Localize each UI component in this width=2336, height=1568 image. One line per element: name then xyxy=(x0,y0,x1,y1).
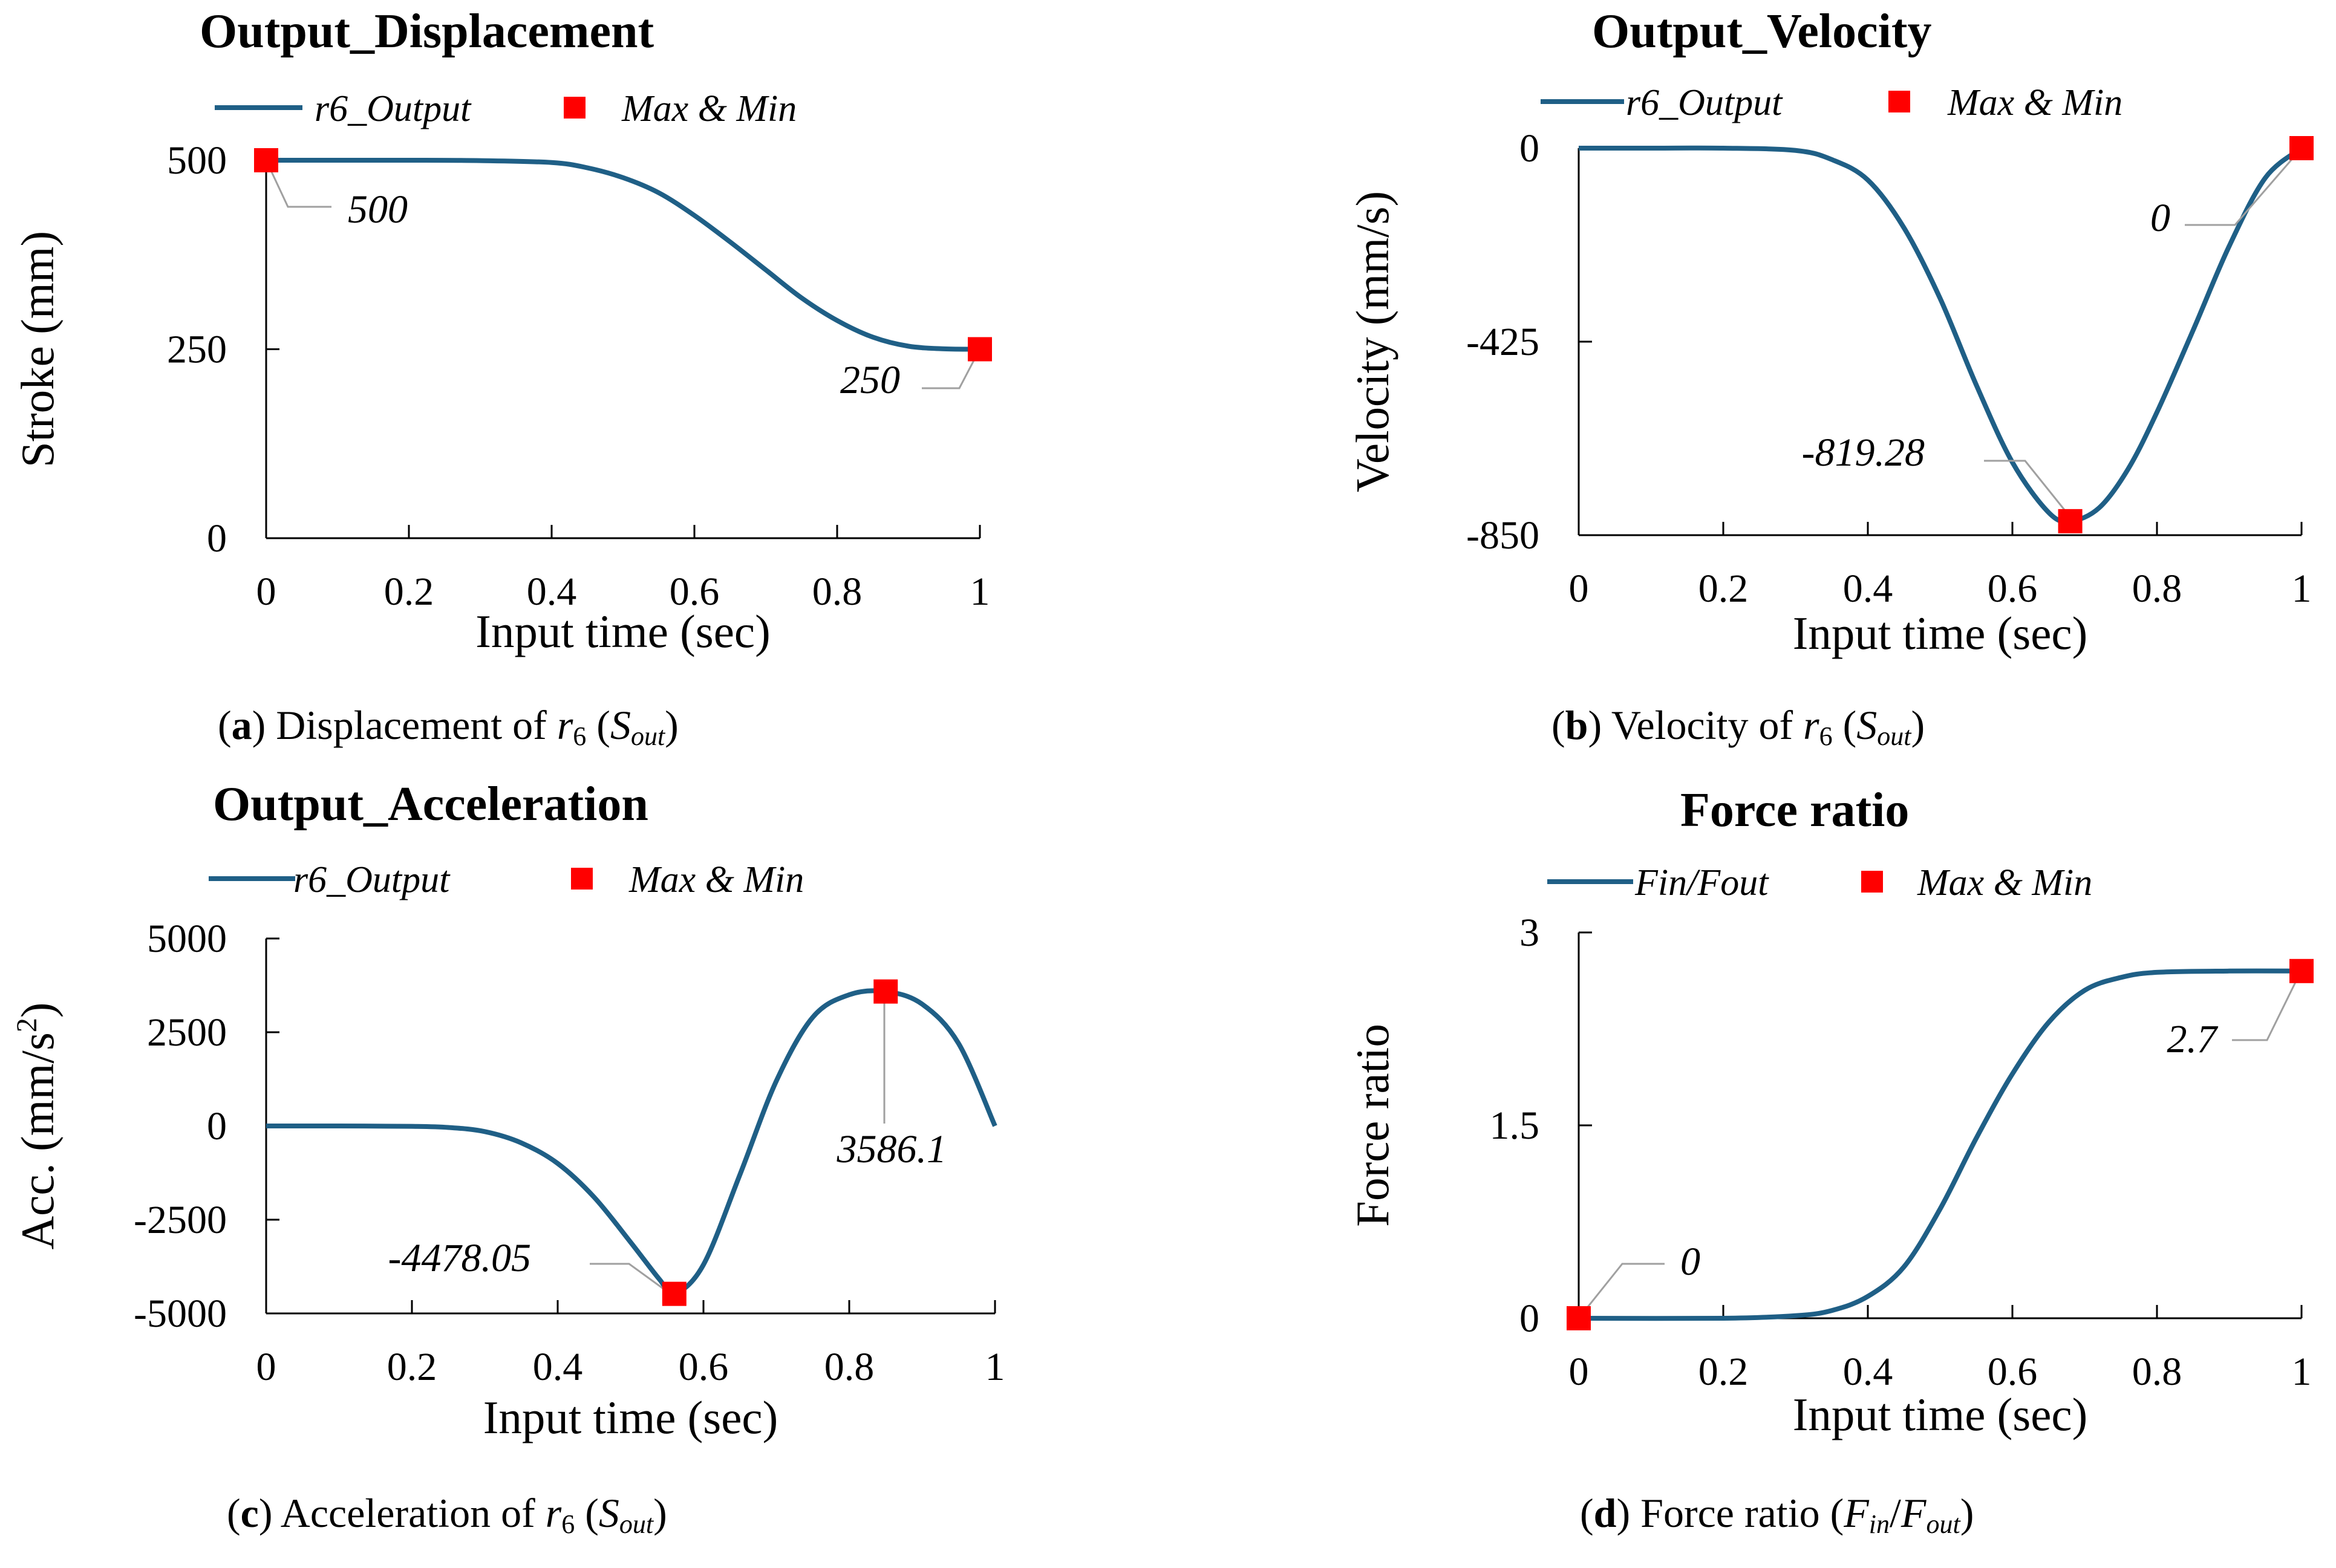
chart-panel-3: Output_Acceleration r6_Output Max & Min 0 0.… xyxy=(11,778,1005,1539)
y-tick-label: 250 xyxy=(167,328,227,372)
x-axis-label: Input time (sec) xyxy=(1793,1388,2088,1440)
legend-series-label: r6_Output xyxy=(315,88,472,129)
x-tick-label: 1 xyxy=(2292,567,2312,611)
x-axis-label: Input time (sec) xyxy=(483,1391,778,1443)
y-tick-label: 0 xyxy=(1519,126,1539,171)
extremum-marker xyxy=(2289,958,2314,983)
figure-caption: (b) Velocity of r6 (Sout) xyxy=(1551,702,1925,751)
y-tick-label: 2500 xyxy=(147,1010,227,1055)
x-tick-label: 0.2 xyxy=(1698,567,1749,611)
y-tick-label: -5000 xyxy=(134,1292,227,1336)
figure-caption: (c) Acceleration of r6 (Sout) xyxy=(227,1490,667,1539)
chart-title: Output_Acceleration xyxy=(213,778,648,831)
y-axis-label: Velocity (mm/s) xyxy=(1346,191,1398,492)
extremum-marker xyxy=(662,1281,687,1306)
x-tick-label: 0.8 xyxy=(824,1345,875,1389)
chart-title: Output_Displacement xyxy=(200,5,654,58)
x-tick-label: 0.4 xyxy=(1843,1350,1893,1394)
data-line xyxy=(1578,968,2302,1321)
extremum-label: 500 xyxy=(348,187,408,232)
annotation-leader xyxy=(1984,460,2073,519)
x-tick-label: 0.8 xyxy=(2132,567,2182,611)
extremum-marker xyxy=(2289,136,2314,160)
x-tick-label: 0 xyxy=(256,570,276,614)
legend-marker-swatch xyxy=(1888,91,1910,112)
chart-panel-2: Output_Velocity r6_Output Max & Min 0 0.2 0.4… xyxy=(1346,5,2314,751)
annotation-leader xyxy=(590,1263,674,1297)
legend-marker-swatch xyxy=(564,97,586,119)
annotation-leader xyxy=(2185,148,2303,226)
chart-title: Force ratio xyxy=(1680,784,1909,837)
chart-panel-1: Output_Displacement r6_Output Max & Min 0 0.… xyxy=(11,5,992,751)
legend-series-label: r6_Output xyxy=(293,859,451,900)
legend-marker-label: Max & Min xyxy=(621,88,797,129)
x-tick-label: 0.2 xyxy=(384,570,434,614)
annotation-leader xyxy=(1577,1263,1665,1319)
y-tick-label: 0 xyxy=(207,516,227,561)
extremum-marker xyxy=(254,148,278,172)
extremum-marker xyxy=(873,979,898,1004)
x-tick-label: 0.6 xyxy=(1988,567,2038,611)
annotation-leader xyxy=(922,348,981,389)
x-tick-label: 0.4 xyxy=(533,1345,583,1389)
legend-series-label: r6_Output xyxy=(1626,82,1783,123)
y-tick-label: -425 xyxy=(1466,320,1539,364)
y-tick-label: 1.5 xyxy=(1490,1104,1540,1148)
x-tick-label: 0.2 xyxy=(387,1345,437,1389)
extremum-label: 0 xyxy=(1680,1240,1700,1284)
annotation-leader xyxy=(2232,969,2303,1041)
x-axis-label: Input time (sec) xyxy=(475,605,771,657)
y-axis-label: Acc. (mm/s2) xyxy=(11,1003,64,1250)
extremum-marker xyxy=(1567,1306,1591,1330)
data-line xyxy=(266,157,980,352)
x-tick-label: 0.2 xyxy=(1698,1350,1749,1394)
x-tick-label: 1 xyxy=(970,570,990,614)
x-tick-label: 0.8 xyxy=(2132,1350,2182,1394)
y-tick-label: -2500 xyxy=(134,1198,227,1242)
x-tick-label: 1 xyxy=(985,1345,1005,1389)
figure-caption: (a) Displacement of r6 (Sout) xyxy=(218,702,679,751)
legend-marker-label: Max & Min xyxy=(628,859,804,900)
y-tick-label: 0 xyxy=(207,1104,227,1148)
legend-marker-swatch xyxy=(1861,871,1883,893)
y-tick-label: -850 xyxy=(1466,513,1539,558)
x-axis-label: Input time (sec) xyxy=(1793,607,2088,659)
extremum-label: 3586.1 xyxy=(837,1127,947,1171)
x-tick-label: 0.6 xyxy=(679,1345,729,1389)
y-tick-label: 0 xyxy=(1519,1296,1539,1341)
x-tick-label: 0.4 xyxy=(527,570,577,614)
y-tick-label: 5000 xyxy=(147,917,227,961)
y-axis-label: Force ratio xyxy=(1346,1024,1398,1227)
legend-marker-label: Max & Min xyxy=(1917,862,2092,903)
x-tick-label: 0.6 xyxy=(670,570,720,614)
data-line xyxy=(1579,145,2303,524)
extremum-label: 0 xyxy=(2150,196,2170,240)
y-tick-label: 3 xyxy=(1519,911,1539,955)
extremum-label: -4478.05 xyxy=(388,1236,531,1280)
chart-title: Output_Velocity xyxy=(1592,5,1932,58)
legend-series-label: Fin/Fout xyxy=(1634,862,1769,903)
figure-caption: (d) Force ratio (Fin/Fout) xyxy=(1580,1490,1974,1539)
extremum-label: -819.28 xyxy=(1802,431,1925,475)
legend-marker-label: Max & Min xyxy=(1947,82,2122,123)
x-tick-label: 0.4 xyxy=(1843,567,1893,611)
extremum-label: 2.7 xyxy=(2167,1017,2219,1061)
x-tick-label: 0.6 xyxy=(1988,1350,2038,1394)
extremum-marker xyxy=(2058,509,2083,533)
y-axis-label: Stroke (mm) xyxy=(11,231,64,467)
x-tick-label: 0 xyxy=(256,1345,276,1389)
legend-marker-swatch xyxy=(571,868,593,890)
annotation-leader xyxy=(265,160,331,208)
x-tick-label: 0 xyxy=(1569,1350,1589,1394)
x-tick-label: 1 xyxy=(2292,1350,2312,1394)
chart-panel-4: Force ratio Fin/Fout Max & Min 0 0.2 0.4 0.6 0.… xyxy=(1346,784,2314,1539)
extremum-marker xyxy=(968,337,992,362)
y-tick-label: 500 xyxy=(167,138,227,183)
x-tick-label: 0 xyxy=(1569,567,1589,611)
extremum-label: 250 xyxy=(840,358,900,402)
x-tick-label: 0.8 xyxy=(812,570,863,614)
